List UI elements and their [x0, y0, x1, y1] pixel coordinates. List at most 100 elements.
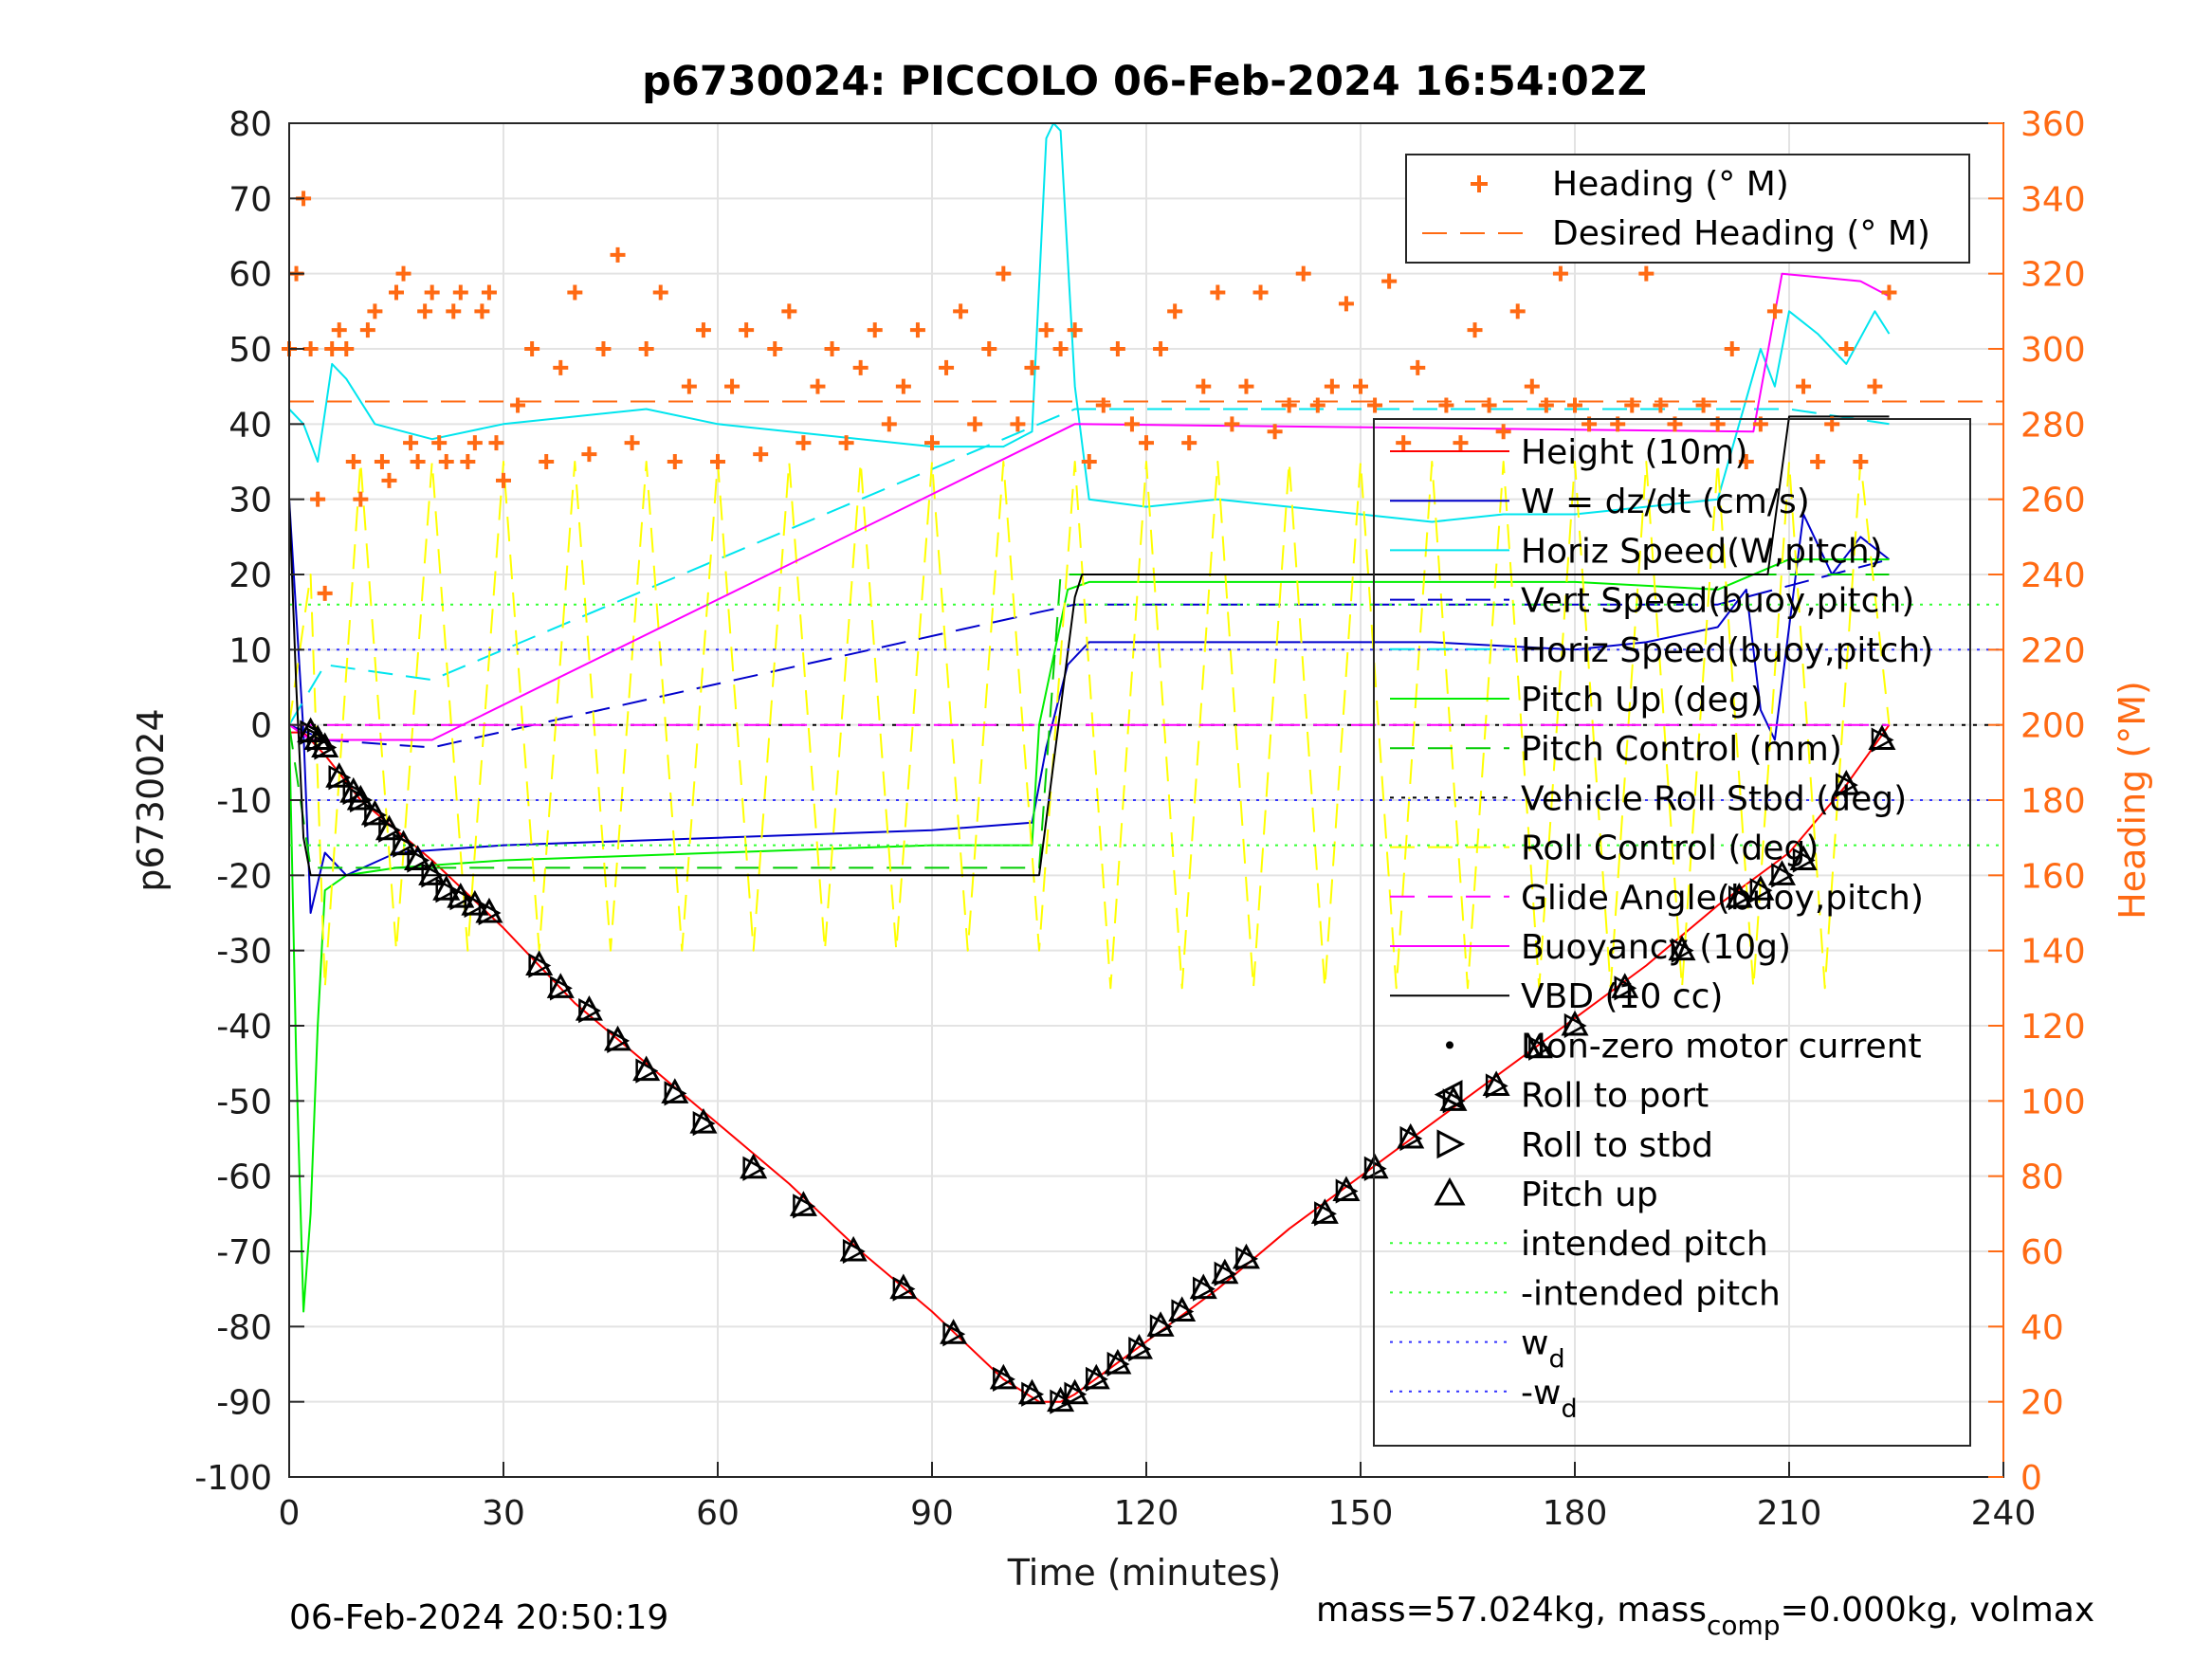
x-tick-label: 30: [482, 1494, 525, 1533]
heading-point: [1624, 397, 1640, 413]
heading-point: [1653, 397, 1669, 413]
heading-point: [324, 341, 340, 356]
heading-point: [1309, 397, 1325, 413]
heading-point: [331, 322, 347, 338]
legend-pitch-up-sample: [1434, 1176, 1466, 1206]
roll-stbd-marker: [1771, 863, 1795, 888]
heading-point: [1210, 284, 1226, 301]
y-left-tick-label: 0: [250, 707, 272, 746]
legend-entry-subscript: d: [1548, 1345, 1564, 1375]
heading-point: [345, 454, 361, 469]
heading-point: [1052, 341, 1069, 356]
heading-point: [953, 303, 969, 319]
roll-stbd-marker: [1614, 975, 1637, 1001]
legend-entry-label: Roll Control (deg): [1521, 830, 1819, 868]
y-right-tick-label: 120: [2020, 1008, 2086, 1047]
heading-point: [1010, 416, 1026, 432]
roll-stbd-marker: [378, 817, 402, 843]
y-right-axis-ticks: 3603403203002802602402202001801601401201…: [1988, 105, 2086, 1498]
legend-entry-label: VBD (10 cc): [1521, 977, 1723, 1016]
y-left-tick-label: -60: [216, 1158, 272, 1197]
roll-stbd-marker: [314, 735, 338, 760]
roll-stbd-marker: [692, 1111, 716, 1137]
series-w-dz-dt-cm-s: [288, 499, 1891, 914]
legend-entry-label: Vert Speed(buoy,pitch): [1521, 582, 1914, 621]
y-left-tick-label: 20: [229, 556, 272, 595]
heading-point: [338, 341, 355, 356]
legend-main: Height (10m) W = dz/dt (cm/s) Horiz Speed(…: [1373, 418, 1971, 1447]
roll-stbd-marker: [1399, 1125, 1423, 1152]
y-right-tick-label: 20: [2020, 1384, 2064, 1423]
y-left-tick-label: -30: [216, 933, 272, 972]
y-left-tick-label: -10: [216, 782, 272, 821]
series-roll-control-deg: [288, 461, 1891, 990]
y-left-tick-label: 30: [229, 482, 272, 520]
roll-stbd-marker: [1149, 1314, 1173, 1340]
y-right-tick-label: 320: [2020, 256, 2086, 295]
pitch-up-markers: [297, 717, 1896, 1414]
x-tick-label: 0: [279, 1494, 301, 1533]
y-left-tick-label: 70: [229, 180, 272, 219]
heading-point: [1139, 435, 1154, 451]
heading-point: [996, 265, 1012, 282]
heading-point: [1252, 284, 1269, 301]
heading-point: [981, 341, 997, 356]
heading-point: [1538, 397, 1554, 413]
roll-stbd-marker: [1671, 938, 1694, 963]
y-right-tick-label: 260: [2020, 482, 2086, 520]
y-left-tick-label: 10: [229, 631, 272, 670]
roll-stbd-marker: [842, 1238, 866, 1265]
y-right-axis-label: Heading (°M): [2111, 681, 2153, 920]
y-left-axis-ticks: 80 70 60 50 40 30 20 10 0 -10 -20 -30 -40 -50 -60 -70 -8…: [194, 105, 304, 1498]
roll-stbd-marker: [942, 1322, 966, 1347]
heading-point: [1095, 397, 1111, 413]
heading-point: [1281, 397, 1297, 413]
heading-point: [595, 341, 612, 356]
legend-entry-label: Pitch up: [1521, 1176, 1658, 1214]
heading-point: [1196, 378, 1212, 394]
heading-point: [681, 378, 697, 394]
heading-point: [1081, 454, 1097, 469]
heading-point: [1638, 265, 1654, 282]
heading-point: [466, 435, 483, 451]
heading-point: [624, 435, 640, 451]
y-left-tick-label: 60: [229, 256, 272, 295]
y-right-tick-label: 160: [2020, 857, 2086, 896]
roll-stbd-marker: [1193, 1276, 1216, 1302]
legend-entry-label: Height (10m): [1521, 433, 1747, 472]
heading-point: [1124, 416, 1140, 432]
roll-stbd-marker: [993, 1366, 1015, 1392]
heading-point: [359, 322, 375, 338]
roll-stbd-marker: [350, 787, 373, 813]
legend-main-box: [1373, 418, 1971, 1447]
roll-stbd-marker: [342, 779, 366, 806]
y-left-tick-label: -80: [216, 1308, 272, 1347]
heading-point: [1766, 303, 1782, 319]
heading-point: [1695, 397, 1711, 413]
roll-stbd-marker: [1214, 1261, 1237, 1286]
y-left-tick-label: -40: [216, 1008, 272, 1047]
footer-mass-rest: =0.000kg, volmax: [1781, 1591, 2095, 1630]
heading-point: [852, 359, 868, 375]
heading-point: [724, 378, 740, 394]
legend-entry-label: Horiz Speed(W,pitch): [1521, 532, 1883, 571]
heading-point: [924, 435, 940, 451]
y-right-tick-label: 60: [2020, 1233, 2064, 1272]
legend-entry-label: Vehicle Roll Stbd (deg): [1521, 779, 1907, 818]
roll-stbd-marker: [435, 878, 459, 903]
heading-point: [1453, 435, 1469, 451]
y-left-tick-label: -50: [216, 1083, 272, 1121]
legend-roll-stbd-sample: [1436, 1129, 1466, 1159]
heading-point: [1495, 424, 1511, 440]
heading-point: [695, 322, 711, 338]
heading-point: [567, 284, 583, 301]
y-right-tick-label: 40: [2020, 1308, 2064, 1347]
legend-entry-label: -intended pitch: [1521, 1274, 1781, 1313]
heading-point: [810, 378, 826, 394]
x-axis-ticks: 0 30 60 90 120 150 180 210 240: [279, 1462, 2036, 1533]
legend-entry-label: Glide Angle(buoy,pitch): [1521, 879, 1924, 918]
heading-point: [581, 447, 597, 463]
heading-point: [317, 585, 333, 601]
heading-point: [374, 454, 390, 469]
y-right-tick-label: 100: [2020, 1083, 2086, 1121]
